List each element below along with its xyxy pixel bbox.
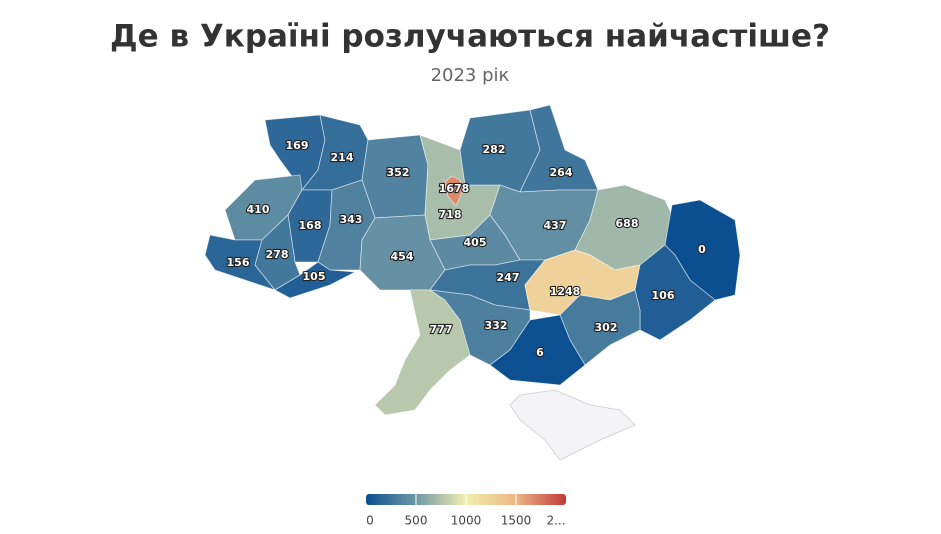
- region-label: 410: [247, 203, 270, 216]
- region-label: 777: [430, 323, 453, 336]
- region-label: 105: [303, 270, 326, 283]
- region-label: 302: [595, 321, 618, 334]
- legend-label: 2...: [546, 514, 565, 528]
- region-label: 169: [286, 139, 309, 152]
- legend-label: 500: [405, 514, 428, 528]
- region: [444, 175, 463, 207]
- region-label: 1248: [550, 285, 581, 298]
- region-label: 454: [391, 250, 414, 263]
- region-label: 1678: [439, 182, 470, 195]
- subtitle: 2023 рік: [431, 65, 510, 86]
- region-label: 156: [227, 256, 250, 269]
- region-label: 437: [544, 219, 567, 232]
- region-label: 282: [483, 143, 506, 156]
- region-label: 332: [485, 319, 508, 332]
- region-label: 405: [464, 236, 487, 249]
- region-label: 718: [439, 208, 462, 221]
- region-label: 0: [698, 243, 706, 256]
- region-label: 278: [266, 248, 289, 261]
- region-label: 6: [536, 346, 544, 359]
- region-label: 264: [550, 166, 573, 179]
- region-label: 688: [616, 217, 639, 230]
- legend-label: 0: [366, 514, 374, 528]
- region: [274, 261, 357, 299]
- region-label: 214: [331, 151, 354, 164]
- region-label: 352: [387, 166, 410, 179]
- region-label: 106: [652, 289, 675, 302]
- legend-label: 1000: [451, 514, 482, 528]
- region: [489, 314, 586, 386]
- region-label: 247: [497, 271, 520, 284]
- region-label: 168: [299, 219, 322, 232]
- region: [634, 244, 716, 341]
- crimea: [509, 389, 636, 461]
- legend-label: 1500: [501, 514, 532, 528]
- title: Де в Україні розлучаються найчастіше?: [110, 19, 830, 55]
- region-label: 343: [340, 213, 363, 226]
